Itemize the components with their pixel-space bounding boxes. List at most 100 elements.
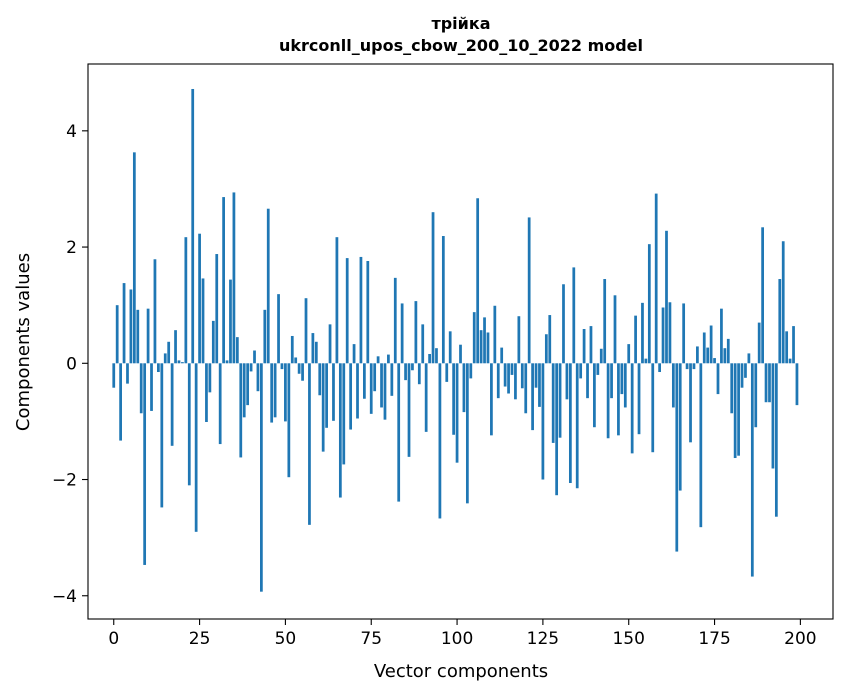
y-tick-label: 0 — [66, 354, 77, 374]
bar — [122, 283, 126, 364]
bar — [356, 363, 359, 419]
bar — [263, 309, 267, 364]
bar — [297, 363, 301, 374]
bar — [761, 227, 764, 364]
bar — [774, 363, 778, 517]
bar — [136, 309, 140, 364]
bar — [417, 363, 421, 385]
bar — [167, 341, 171, 364]
bar — [163, 353, 167, 364]
chart-title: трійка — [431, 14, 490, 33]
y-tick-label: 2 — [66, 238, 77, 258]
bar — [177, 360, 181, 364]
bar — [452, 363, 456, 435]
bar — [314, 341, 318, 364]
bar — [239, 363, 243, 458]
bar — [232, 192, 236, 364]
bar — [280, 363, 284, 370]
bar — [150, 363, 153, 411]
y-tick-label: −2 — [52, 471, 77, 491]
plot-frame — [87, 63, 834, 620]
bar — [476, 198, 480, 364]
bar — [132, 152, 136, 364]
bar — [332, 363, 335, 421]
bar — [620, 363, 624, 395]
bar — [459, 344, 462, 364]
bar — [153, 259, 157, 364]
bar — [345, 258, 349, 364]
bar — [565, 363, 569, 400]
bar — [568, 363, 572, 484]
bar — [541, 363, 545, 480]
bar — [613, 295, 617, 364]
bar — [301, 363, 304, 381]
bar — [211, 320, 215, 364]
bar — [641, 302, 644, 364]
bar — [692, 363, 696, 370]
bar — [558, 363, 562, 438]
x-tick-label: 200 — [784, 629, 816, 649]
x-tick-label: 175 — [698, 629, 730, 649]
bar — [630, 363, 634, 454]
bar — [397, 363, 401, 502]
bar — [160, 363, 164, 508]
bar — [520, 363, 524, 389]
bar — [750, 363, 754, 577]
bar — [665, 230, 668, 364]
bar — [617, 363, 620, 436]
bar — [359, 256, 363, 364]
bar — [363, 363, 366, 399]
bar — [455, 363, 459, 463]
bar — [338, 363, 342, 498]
bar — [112, 363, 116, 388]
bar — [242, 363, 246, 418]
bar — [730, 363, 734, 414]
bar — [249, 363, 253, 372]
x-tick-label: 125 — [527, 629, 559, 649]
bar — [496, 363, 500, 399]
bar — [325, 363, 328, 428]
bar — [671, 363, 675, 408]
bar — [754, 363, 758, 428]
bar — [644, 358, 648, 364]
bar — [709, 325, 713, 364]
bar — [572, 267, 576, 364]
bar — [462, 363, 466, 413]
bar — [524, 363, 528, 414]
bar — [229, 279, 232, 364]
bar — [781, 241, 785, 364]
bar — [187, 363, 191, 486]
bar — [119, 363, 122, 441]
bar — [610, 363, 613, 399]
bar — [225, 360, 229, 364]
bar — [737, 363, 740, 456]
bar — [764, 363, 768, 403]
bar — [218, 363, 222, 445]
y-tick-label: −4 — [52, 587, 77, 607]
bar — [551, 363, 555, 443]
bar — [575, 363, 579, 489]
bar — [270, 363, 274, 423]
bar — [579, 363, 583, 379]
bar — [740, 363, 744, 388]
bar — [366, 261, 370, 364]
bar — [352, 344, 356, 364]
x-tick-label: 75 — [360, 629, 382, 649]
y-axis-ticks: −4 −2 0 2 4 — [52, 122, 88, 607]
bar — [290, 335, 294, 364]
bar — [387, 354, 390, 364]
bar — [713, 358, 716, 364]
bar — [215, 254, 219, 364]
bar — [503, 363, 507, 387]
bar — [404, 363, 407, 381]
bar — [768, 363, 771, 403]
bar — [589, 326, 593, 364]
bar — [726, 338, 730, 364]
x-tick-label: 0 — [108, 629, 119, 649]
bar — [438, 363, 442, 519]
bar — [534, 363, 538, 388]
bar — [328, 324, 332, 364]
bar — [548, 315, 552, 364]
x-tick-label: 150 — [612, 629, 644, 649]
